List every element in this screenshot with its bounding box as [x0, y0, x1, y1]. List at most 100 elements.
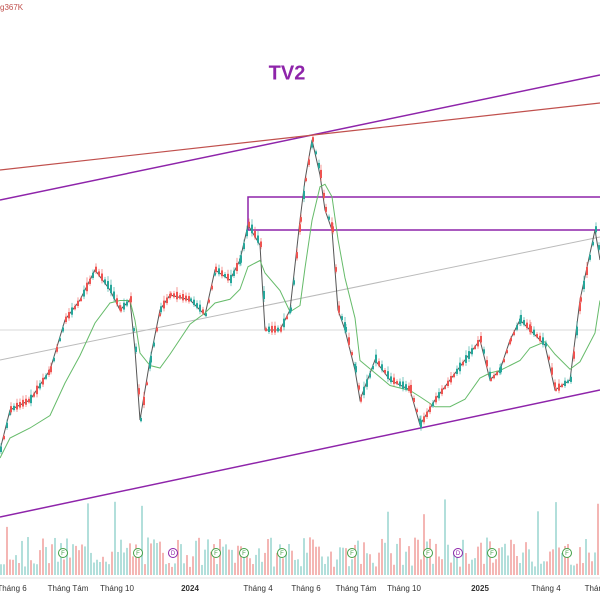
candle-body — [240, 255, 242, 263]
candle-body — [289, 309, 291, 314]
candle-body — [248, 221, 250, 227]
volume-bar — [264, 552, 266, 575]
candle-body — [89, 278, 91, 284]
candle-body — [595, 226, 597, 233]
volume-bar — [54, 537, 56, 575]
event-label: F — [136, 551, 140, 557]
candle-body — [432, 402, 434, 407]
volume-label: g367K — [0, 3, 24, 12]
event-label: F — [490, 551, 494, 557]
volume-bar — [63, 559, 65, 575]
candle-body — [477, 340, 479, 347]
candle-body — [555, 388, 557, 391]
volume-bar — [165, 564, 167, 575]
candle-body — [95, 266, 97, 272]
volume-bar — [105, 561, 107, 575]
volume-bar — [24, 566, 26, 575]
volume-bar — [414, 537, 416, 575]
volume-bar — [339, 547, 341, 575]
candle-body — [42, 377, 44, 385]
volume-bar — [408, 546, 410, 575]
volume-bar — [525, 542, 527, 575]
volume-bar — [381, 538, 383, 575]
candle-body — [188, 296, 190, 302]
candle-body — [290, 307, 292, 312]
time-label: Tháng — [585, 584, 600, 593]
event-circle — [168, 548, 178, 558]
candle-body — [429, 406, 431, 413]
candle-body — [83, 289, 85, 297]
volume-bar — [465, 553, 467, 575]
volume-bar — [222, 546, 224, 575]
candle-body — [328, 216, 330, 220]
candle-body — [120, 307, 122, 312]
volume-bar — [426, 541, 428, 575]
volume-bar — [66, 538, 68, 575]
candle-body — [331, 222, 333, 231]
candle-body — [77, 300, 79, 306]
volume-bar — [135, 544, 137, 575]
candle-body — [277, 327, 279, 332]
volume-bar — [159, 541, 161, 575]
volume-bar — [87, 503, 89, 575]
volume-bar — [111, 551, 113, 575]
volume-bar — [234, 562, 236, 575]
candle-body — [28, 398, 30, 403]
volume-bar — [18, 562, 20, 575]
candle-body — [176, 291, 178, 300]
volume-bar — [384, 542, 386, 575]
event-label: F — [214, 551, 218, 557]
range-box — [247, 196, 600, 231]
volume-bar — [318, 546, 320, 575]
candle-body — [311, 142, 313, 148]
candle-body — [510, 338, 512, 342]
volume-bar — [174, 563, 176, 575]
candle-body — [580, 297, 582, 302]
event-label: F — [61, 551, 65, 557]
candle-body — [268, 326, 270, 333]
candle-body — [378, 361, 380, 366]
volume-bar — [534, 566, 536, 575]
volume-bar — [33, 563, 35, 575]
candle-body — [375, 354, 377, 364]
candle-body — [338, 305, 340, 313]
time-label: Tháng 6 — [291, 584, 321, 593]
volume-bar — [39, 550, 41, 575]
candle-body — [305, 178, 307, 182]
volume-bar — [474, 558, 476, 575]
volume-bar — [552, 549, 554, 575]
candle-body — [530, 326, 532, 333]
candle-body — [539, 335, 541, 341]
candle-body — [533, 329, 535, 336]
candle-body — [520, 314, 522, 324]
time-labels: Tháng 6 Tháng Tám Tháng 10 2024 Tháng 4 Tháng… — [0, 584, 600, 593]
candle-body — [441, 388, 443, 395]
volume-bar — [303, 538, 305, 575]
volume-bar — [72, 544, 74, 575]
candle-body — [413, 398, 415, 402]
volume-bar — [543, 561, 545, 575]
candle-body — [263, 290, 265, 300]
time-label: Tháng Tám — [336, 584, 377, 593]
candle-body — [387, 371, 389, 379]
volume-bar — [531, 561, 533, 575]
candle-body — [19, 402, 21, 408]
candle-body — [345, 326, 347, 332]
candle-body — [65, 316, 67, 323]
volume-bar — [513, 544, 515, 575]
volume-bar — [576, 563, 578, 575]
candle-body — [462, 361, 464, 366]
candle-body — [450, 376, 452, 383]
volume-bar — [348, 566, 350, 575]
event-circle — [562, 548, 572, 558]
volume-bar — [597, 503, 599, 575]
candle-body — [344, 322, 346, 331]
volume-bar — [300, 566, 302, 575]
candle-body — [402, 381, 404, 389]
candle-body — [130, 296, 132, 303]
candle-body — [360, 397, 362, 402]
candle-body — [453, 374, 455, 378]
volume-bar — [210, 551, 212, 575]
volume-bar — [69, 557, 71, 575]
